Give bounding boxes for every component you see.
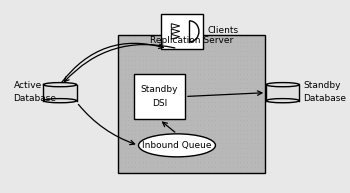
Text: Standby: Standby — [303, 80, 341, 90]
Text: Database: Database — [14, 94, 56, 103]
Ellipse shape — [139, 134, 216, 157]
Bar — [161, 14, 203, 49]
Text: Clients: Clients — [208, 26, 239, 35]
Text: Replication Server: Replication Server — [150, 36, 233, 45]
Bar — [118, 35, 265, 173]
Text: Standby: Standby — [141, 85, 178, 94]
Text: DSI: DSI — [152, 99, 167, 108]
Ellipse shape — [43, 83, 77, 87]
Bar — [43, 85, 77, 101]
Bar — [134, 74, 185, 119]
Text: Database: Database — [303, 94, 346, 103]
Ellipse shape — [43, 99, 77, 103]
Ellipse shape — [266, 83, 300, 87]
Text: Inbound Queue: Inbound Queue — [142, 141, 212, 150]
Ellipse shape — [266, 99, 300, 103]
Text: Active: Active — [14, 80, 42, 90]
Bar — [266, 85, 300, 101]
